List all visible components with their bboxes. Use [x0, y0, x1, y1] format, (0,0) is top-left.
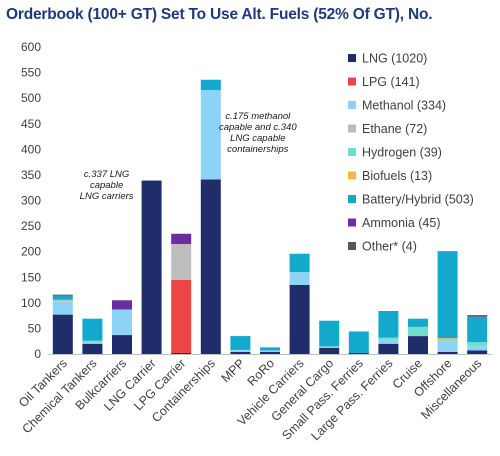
legend-label: Methanol (334): [362, 99, 446, 113]
bar-segment: [52, 314, 73, 354]
y-tick-label: 50: [28, 321, 42, 335]
bar-segment: [378, 311, 399, 338]
legend-swatch: [348, 101, 356, 109]
bar-segment: [230, 351, 251, 354]
bar-segment: [348, 352, 369, 354]
bar-segment: [171, 352, 192, 354]
bar-segment: [378, 337, 399, 340]
bar-segment: [378, 343, 399, 354]
bar-segment: [467, 350, 488, 354]
bar-segment: [467, 316, 488, 343]
bar-segment: [437, 351, 458, 354]
bar-segment: [200, 89, 221, 180]
bar-segment: [82, 340, 103, 343]
bar-segment: [112, 300, 132, 310]
bar-segment: [112, 309, 132, 336]
bar-segment: [260, 347, 280, 351]
legend-label: Battery/Hybrid (503): [362, 193, 474, 207]
y-tick-label: 550: [21, 66, 41, 80]
chart-title: Orderbook (100+ GT) Set To Use Alt. Fuel…: [6, 6, 433, 23]
legend-swatch: [348, 124, 356, 133]
legend-label: Ammonia (45): [362, 216, 441, 230]
legend-label: Hydrogen (39): [362, 146, 442, 160]
annotation-line: LNG carriers: [80, 191, 134, 202]
annotation-line: capable: [90, 180, 123, 191]
annotation-line: LNG capable: [230, 133, 285, 144]
bar-segment: [319, 347, 340, 354]
x-tick-label: MPP: [218, 356, 247, 385]
bar-segment: [348, 331, 369, 353]
bar-segment: [200, 79, 221, 90]
legend-swatch: [348, 218, 356, 227]
legend-label: LPG (141): [362, 75, 420, 89]
bar-segment: [260, 351, 280, 354]
annotation-line: capable and c.340: [219, 122, 297, 133]
bar-segment: [437, 251, 458, 339]
legend-label: Ethane (72): [362, 122, 427, 136]
bar-segment: [437, 339, 458, 341]
bar-segment: [289, 253, 310, 273]
bar-segment: [437, 338, 458, 340]
legend-swatch: [348, 148, 356, 156]
bar-segment: [82, 318, 103, 341]
bar-segment: [319, 320, 340, 347]
bar-segment: [289, 284, 310, 354]
legend-swatch: [348, 171, 356, 180]
y-tick-label: 500: [21, 91, 41, 105]
bar-segment: [112, 335, 132, 354]
bar-segment: [52, 295, 73, 300]
y-tick-label: 150: [21, 270, 41, 284]
y-tick-label: 0: [34, 347, 41, 361]
bar-segment: [467, 346, 488, 351]
y-tick-label: 350: [21, 168, 41, 182]
bar-segment: [408, 326, 428, 337]
y-tick-label: 200: [21, 245, 41, 259]
annotation-line: c.337 LNG: [84, 169, 129, 180]
legend-swatch: [348, 242, 356, 250]
bar-segment: [171, 279, 192, 353]
bar-segment: [82, 343, 103, 354]
legend-swatch: [348, 54, 356, 62]
bar-segment: [230, 349, 251, 352]
bar-segment: [408, 318, 428, 327]
bar-segment: [378, 339, 399, 344]
bar-segment: [171, 233, 192, 244]
annotation-line: c.175 methanol: [225, 111, 291, 122]
bar-segment: [260, 350, 280, 352]
bar-segment: [171, 243, 192, 280]
bar-segment: [52, 294, 73, 296]
bar-segment: [289, 272, 310, 285]
y-tick-label: 100: [21, 296, 41, 310]
y-tick-label: 250: [21, 219, 41, 233]
bar-segment: [52, 301, 73, 315]
bar-segment: [319, 346, 340, 348]
bar-segment: [230, 336, 251, 350]
bar-segment: [437, 340, 458, 352]
y-tick-label: 450: [21, 117, 41, 131]
bar-segment: [141, 180, 162, 354]
bar-segment: [200, 179, 221, 354]
bar-segment: [82, 342, 103, 344]
bar-segment: [467, 315, 488, 317]
annotation-line: containerships: [227, 144, 289, 155]
y-tick-label: 600: [21, 40, 41, 54]
legend-swatch: [348, 195, 356, 203]
y-tick-label: 400: [21, 142, 41, 156]
bar-segment: [408, 336, 428, 354]
legend-label: Biofuels (13): [362, 169, 432, 183]
y-tick-label: 300: [21, 194, 41, 208]
legend-label: Other* (4): [362, 240, 417, 254]
legend-label: LNG (1020): [362, 52, 427, 66]
bar-segment: [467, 342, 488, 347]
legend-swatch: [348, 77, 356, 86]
bar-segment: [52, 299, 73, 302]
